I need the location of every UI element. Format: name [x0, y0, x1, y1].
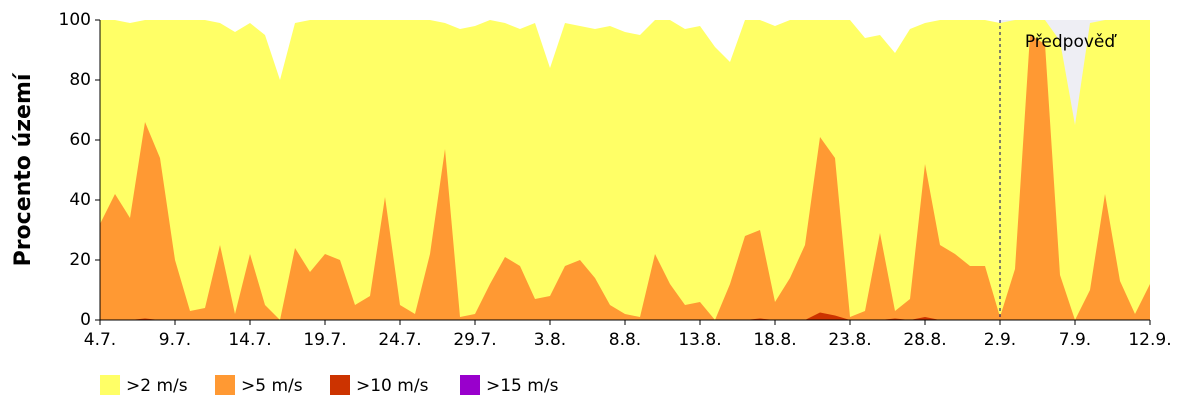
legend-swatch: [330, 375, 350, 395]
y-tick-label: 80: [69, 70, 91, 90]
legend-label: >10 m/s: [356, 376, 429, 396]
x-tick-label: 14.7.: [228, 330, 271, 350]
area: [100, 20, 1150, 320]
annotation: Předpověď: [1025, 32, 1118, 52]
plot-area: [100, 20, 1150, 320]
y-tick-label: 40: [69, 190, 91, 210]
x-tick-label: 3.8.: [534, 330, 566, 350]
x-tick-label: 18.8.: [753, 330, 796, 350]
legend-label: >2 m/s: [126, 376, 188, 396]
area: [100, 35, 1150, 320]
y-tick-label: 20: [69, 250, 91, 270]
y-tick-label: 100: [59, 10, 91, 30]
x-tick-label: 29.7.: [453, 330, 496, 350]
x-tick-label: 19.7.: [303, 330, 346, 350]
legend-label: >15 m/s: [486, 376, 559, 396]
x-tick-label: 23.8.: [828, 330, 871, 350]
legend-swatch: [460, 375, 480, 395]
x-tick-label: 13.8.: [678, 330, 721, 350]
y-tick-label: 60: [69, 130, 91, 150]
x-tick-label: 24.7.: [378, 330, 421, 350]
x-tick-label: 2.9.: [984, 330, 1016, 350]
legend-swatch: [215, 375, 235, 395]
y-axis-title: Procento území: [11, 72, 36, 266]
x-tick-label: 12.9.: [1128, 330, 1171, 350]
x-tick-label: 28.8.: [903, 330, 946, 350]
legend-label: >5 m/s: [241, 376, 303, 396]
x-tick-label: 8.8.: [609, 330, 641, 350]
legend-swatch: [100, 375, 120, 395]
y-tick-label: 0: [80, 310, 91, 330]
x-tick-label: 4.7.: [84, 330, 116, 350]
x-tick-label: 9.7.: [159, 330, 191, 350]
x-tick-label: 7.9.: [1059, 330, 1091, 350]
